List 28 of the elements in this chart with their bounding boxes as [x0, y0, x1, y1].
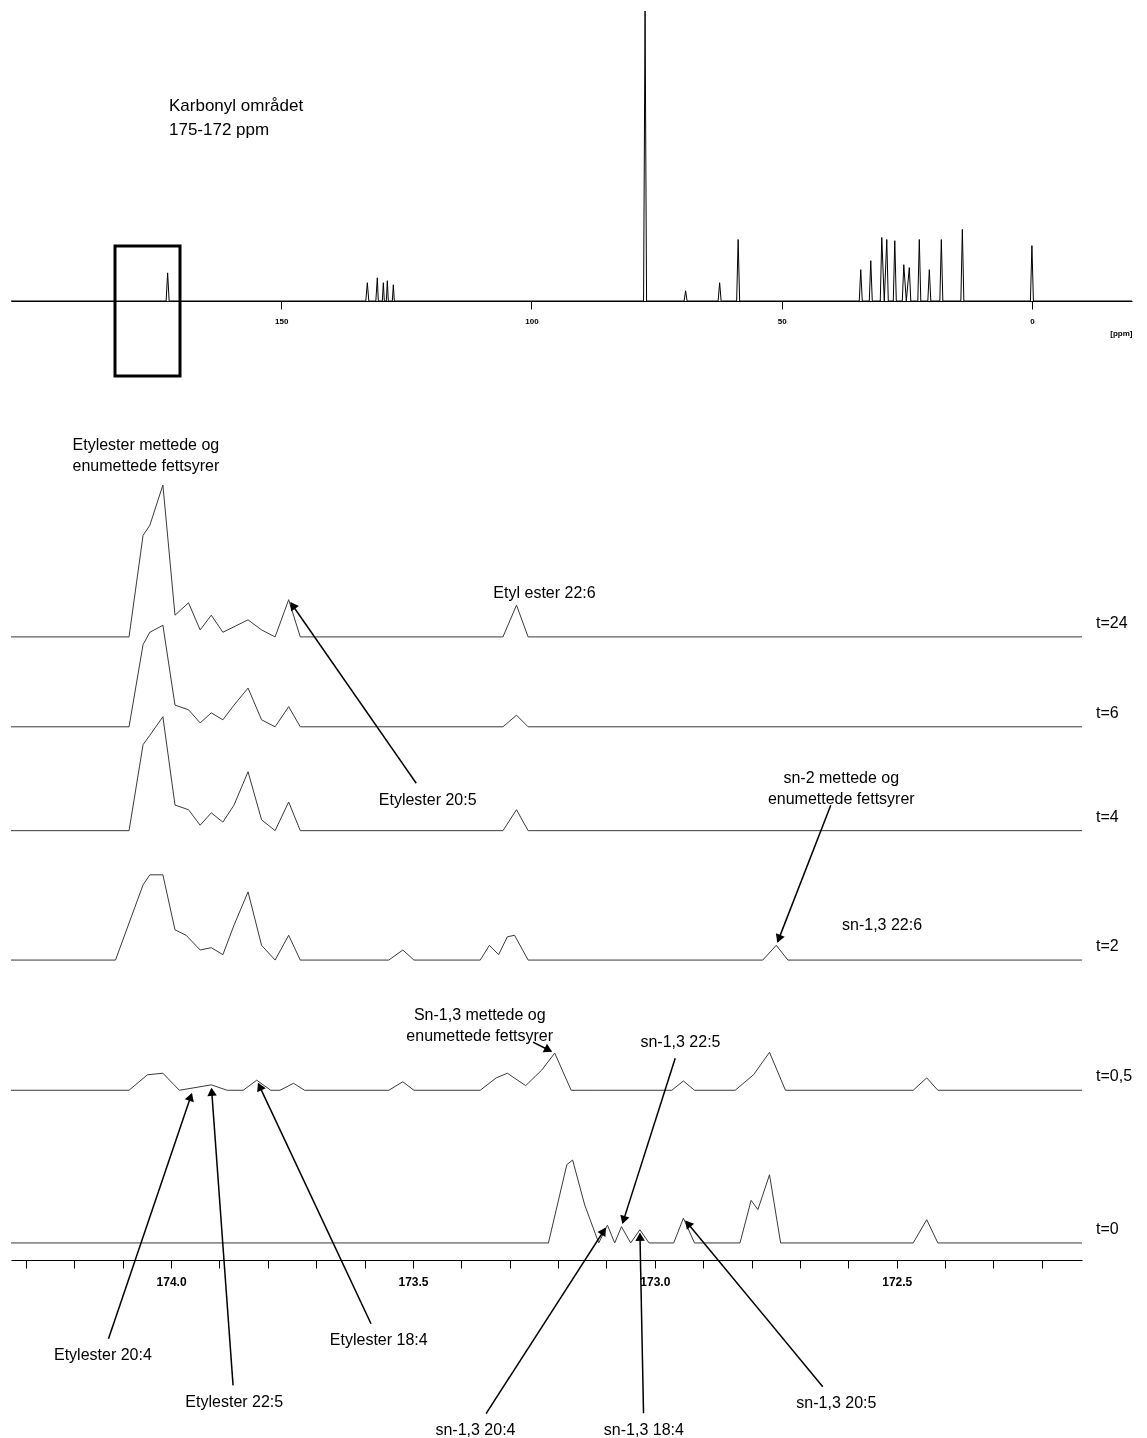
annotation: Etylester 18:4 — [329, 1331, 428, 1349]
annotation: Etylester 22:5 — [185, 1392, 284, 1410]
series-label: t=6 — [1096, 703, 1119, 721]
series-label: t=4 — [1096, 807, 1119, 825]
x-tick-label: 174.0 — [156, 1274, 187, 1289]
series-label: t=2 — [1096, 937, 1119, 955]
x-tick-label: 172.5 — [882, 1274, 913, 1289]
x-tick-label: 0 — [1030, 316, 1036, 326]
annotation: Etylester 20:4 — [53, 1346, 152, 1364]
series-label: t=0,5 — [1096, 1067, 1133, 1085]
x-tick-label: 100 — [525, 316, 540, 326]
annotation: sn-1,3 20:5 — [796, 1394, 877, 1412]
annotation: Sn-1,3 mettede og enumettede fettsyrer — [406, 1006, 554, 1045]
annotation: sn-1,3 18:4 — [603, 1420, 684, 1438]
annotation: sn-1,3 22:5 — [640, 1032, 721, 1050]
annotation: sn-1,3 22:6 — [842, 916, 923, 933]
series-label: t=24 — [1096, 613, 1128, 631]
annotation: Etylester 20:5 — [378, 790, 477, 808]
x-axis-title: [ppm] — [1110, 328, 1133, 338]
series-label: t=0 — [1096, 1219, 1119, 1237]
annotation: Etylester mettede og enumettede fettsyrer — [72, 436, 220, 474]
x-tick-label: 50 — [777, 316, 788, 326]
x-tick-label: 150 — [275, 316, 289, 326]
annotation: Etyl ester 22:6 — [493, 584, 596, 602]
annotation: sn-2 mettede og enumettede fettsyrer — [767, 769, 916, 808]
annotation: Karbonyl området 175-172 ppm — [169, 96, 304, 139]
x-tick-label: 173.5 — [398, 1274, 429, 1289]
annotation: sn-1,3 20:4 — [435, 1421, 516, 1438]
